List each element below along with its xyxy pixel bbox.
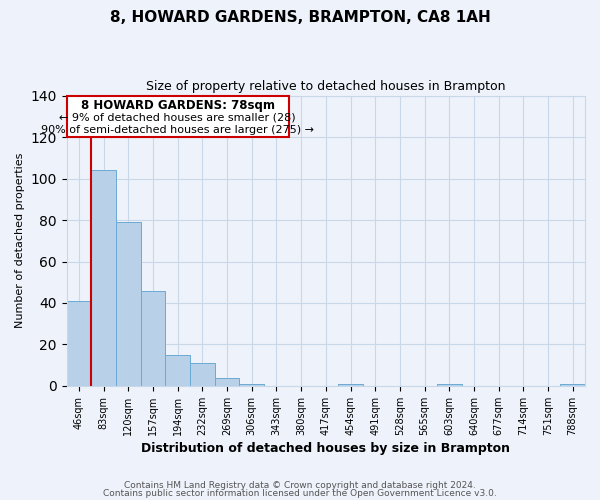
Bar <box>560 384 585 386</box>
FancyBboxPatch shape <box>67 96 289 137</box>
Bar <box>338 384 363 386</box>
Bar <box>239 384 264 386</box>
Bar <box>116 222 141 386</box>
Bar <box>166 355 190 386</box>
Bar <box>141 290 166 386</box>
Bar <box>437 384 461 386</box>
Text: 8 HOWARD GARDENS: 78sqm: 8 HOWARD GARDENS: 78sqm <box>81 98 275 112</box>
X-axis label: Distribution of detached houses by size in Brampton: Distribution of detached houses by size … <box>142 442 511 455</box>
Text: Contains public sector information licensed under the Open Government Licence v3: Contains public sector information licen… <box>103 488 497 498</box>
Y-axis label: Number of detached properties: Number of detached properties <box>15 153 25 328</box>
Bar <box>190 363 215 386</box>
Title: Size of property relative to detached houses in Brampton: Size of property relative to detached ho… <box>146 80 506 93</box>
Text: 8, HOWARD GARDENS, BRAMPTON, CA8 1AH: 8, HOWARD GARDENS, BRAMPTON, CA8 1AH <box>110 10 490 25</box>
Bar <box>215 378 239 386</box>
Bar <box>67 301 91 386</box>
Bar <box>91 170 116 386</box>
Text: 90% of semi-detached houses are larger (275) →: 90% of semi-detached houses are larger (… <box>41 124 314 134</box>
Text: ← 9% of detached houses are smaller (28): ← 9% of detached houses are smaller (28) <box>59 112 296 122</box>
Text: Contains HM Land Registry data © Crown copyright and database right 2024.: Contains HM Land Registry data © Crown c… <box>124 481 476 490</box>
